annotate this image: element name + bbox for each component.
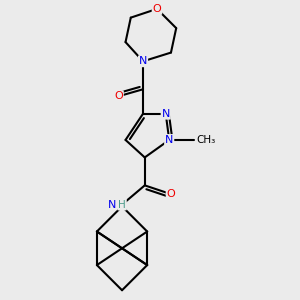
Text: N: N <box>108 200 116 210</box>
Text: N: N <box>139 56 147 66</box>
Text: H: H <box>118 200 126 210</box>
Text: N: N <box>165 135 173 145</box>
Text: N: N <box>161 109 170 119</box>
Text: O: O <box>153 4 161 14</box>
Text: O: O <box>167 189 175 199</box>
Text: O: O <box>114 91 123 101</box>
Text: CH₃: CH₃ <box>196 135 216 145</box>
